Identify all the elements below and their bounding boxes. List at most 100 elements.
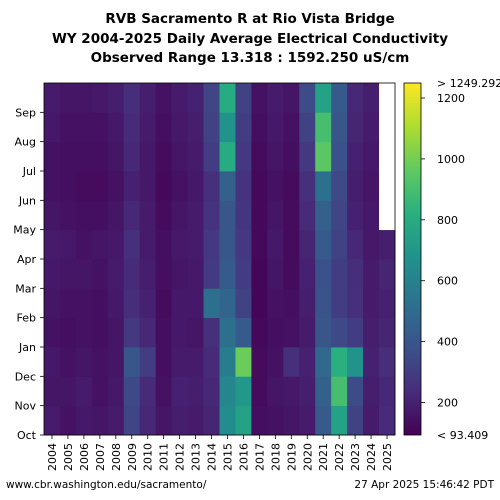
heatmap-cell bbox=[299, 405, 316, 436]
heatmap-cell bbox=[107, 259, 125, 289]
heatmap-cell bbox=[331, 171, 348, 201]
heatmap-cell bbox=[91, 405, 109, 436]
heatmap-cell bbox=[171, 83, 188, 113]
heatmap-cell bbox=[315, 171, 332, 201]
heatmap-cell bbox=[75, 288, 93, 319]
heatmap-cell bbox=[251, 200, 268, 231]
heatmap-cell bbox=[139, 317, 157, 348]
heatmap-cell bbox=[299, 376, 316, 407]
heatmap-cell bbox=[331, 288, 348, 319]
x-tick-label: 2007 bbox=[94, 443, 107, 471]
heatmap-cell bbox=[251, 229, 268, 260]
heatmap-cell bbox=[155, 200, 173, 231]
heatmap-cell bbox=[123, 288, 141, 319]
heatmap-cell bbox=[203, 229, 220, 260]
heatmap-cell bbox=[363, 112, 380, 143]
x-tick-label: 2011 bbox=[158, 443, 171, 471]
heatmap-cell bbox=[283, 317, 300, 348]
heatmap-cell bbox=[59, 288, 77, 319]
heatmap-cell bbox=[219, 229, 236, 260]
y-tick-label: Feb bbox=[17, 312, 36, 325]
heatmap-cell bbox=[203, 317, 220, 348]
heatmap-cell bbox=[44, 317, 61, 348]
heatmap-cell bbox=[379, 347, 396, 377]
heatmap-cell bbox=[219, 288, 236, 319]
heatmap-cell bbox=[251, 83, 268, 113]
heatmap-cell bbox=[219, 405, 236, 436]
heatmap-cell bbox=[107, 376, 125, 407]
heatmap-cell bbox=[155, 317, 173, 348]
heatmap-cell bbox=[347, 83, 364, 113]
heatmap-cell bbox=[379, 229, 396, 260]
heatmap-cell bbox=[331, 376, 348, 407]
heatmap-cell bbox=[75, 171, 93, 201]
heatmap-cell bbox=[251, 317, 268, 348]
heatmap-cell bbox=[235, 112, 252, 143]
heatmap-cell bbox=[347, 288, 364, 319]
heatmap-cell bbox=[187, 83, 204, 113]
heatmap-cell bbox=[155, 141, 173, 172]
heatmap-cell bbox=[91, 200, 109, 231]
heatmap-cell bbox=[379, 405, 396, 436]
heatmap-cell bbox=[155, 83, 173, 113]
heatmap-cell bbox=[155, 405, 173, 436]
heatmap-cell bbox=[267, 141, 284, 172]
heatmap-cell bbox=[331, 347, 348, 377]
heatmap-cell bbox=[347, 229, 364, 260]
heatmap-cell bbox=[155, 171, 173, 201]
heatmap-cell bbox=[44, 347, 61, 377]
heatmap-cell bbox=[235, 141, 252, 172]
heatmap-cell bbox=[315, 259, 332, 289]
heatmap-cell bbox=[171, 405, 188, 436]
heatmap-cell bbox=[139, 112, 157, 143]
heatmap-cell bbox=[91, 83, 109, 113]
heatmap-cell bbox=[91, 141, 109, 172]
y-tick-label: Sep bbox=[15, 106, 36, 119]
heatmap-cell bbox=[107, 288, 125, 319]
colorbar-tick-label: 200 bbox=[437, 397, 458, 410]
heatmap-cell bbox=[347, 405, 364, 436]
heatmap-cell bbox=[171, 259, 188, 289]
heatmap-cell bbox=[315, 83, 332, 113]
heatmap-cell bbox=[139, 229, 157, 260]
heatmap-cell bbox=[44, 405, 61, 436]
chart-title-line-2: WY 2004-2025 Daily Average Electrical Co… bbox=[51, 31, 449, 47]
heatmap-cell bbox=[187, 112, 204, 143]
heatmap-cell bbox=[347, 259, 364, 289]
heatmap-cell bbox=[107, 229, 125, 260]
y-tick-label: Oct bbox=[17, 429, 37, 442]
heatmap-cell bbox=[267, 405, 284, 436]
colorbar-tick-label: 400 bbox=[437, 336, 458, 349]
heatmap-cell bbox=[363, 83, 380, 113]
heatmap-cell bbox=[139, 259, 157, 289]
colorbar-tick-label: 1200 bbox=[437, 92, 465, 105]
heatmap-cell bbox=[299, 259, 316, 289]
heatmap-cell bbox=[331, 83, 348, 113]
heatmap-cell bbox=[203, 171, 220, 201]
heatmap-cell bbox=[171, 200, 188, 231]
heatmap-cell bbox=[203, 112, 220, 143]
heatmap-cell bbox=[283, 259, 300, 289]
heatmap-cell bbox=[59, 141, 77, 172]
heatmap-cell bbox=[91, 112, 109, 143]
heatmap-cell bbox=[219, 317, 236, 348]
heatmap-cell bbox=[379, 112, 396, 143]
heatmap-cell bbox=[59, 405, 77, 436]
heatmap-cell bbox=[171, 112, 188, 143]
colorbar-tick-label: 800 bbox=[437, 214, 458, 227]
heatmap-cell bbox=[171, 347, 188, 377]
heatmap-cell bbox=[363, 347, 380, 377]
heatmap-cell bbox=[44, 171, 61, 201]
footer-url: www.cbr.washington.edu/sacramento/ bbox=[6, 479, 207, 491]
heatmap-cell bbox=[123, 347, 141, 377]
heatmap-cell bbox=[283, 347, 300, 377]
heatmap-cell bbox=[139, 83, 157, 113]
heatmap-cell bbox=[283, 83, 300, 113]
heatmap-cell bbox=[251, 376, 268, 407]
x-tick-label: 2004 bbox=[46, 443, 59, 471]
heatmap-cell bbox=[123, 83, 141, 113]
heatmap-cell bbox=[139, 376, 157, 407]
heatmap-cell bbox=[363, 141, 380, 172]
heatmap-cell bbox=[139, 200, 157, 231]
x-tick-label: 2013 bbox=[190, 443, 203, 471]
